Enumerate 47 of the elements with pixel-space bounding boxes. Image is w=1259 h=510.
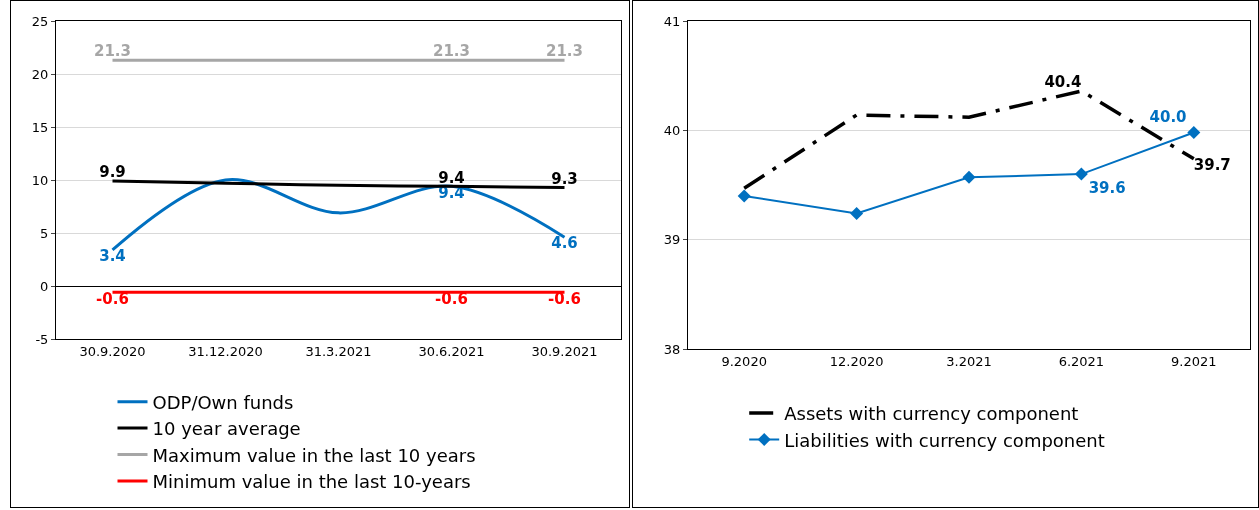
x-tick-label: 9.2021 xyxy=(1171,353,1217,369)
legend-label: Liabilities with currency component xyxy=(784,429,1105,451)
x-tick-label: 9.2020 xyxy=(721,353,767,369)
data-label: 21.3 xyxy=(432,42,471,61)
x-tick-label: 30.9.2020 xyxy=(79,343,146,359)
y-tick-label: 15 xyxy=(31,119,49,135)
data-label: 21.3 xyxy=(93,42,132,61)
data-label: -0.6 xyxy=(96,289,129,308)
data-label: 3.4 xyxy=(99,247,126,266)
x-tick-label: 6.2021 xyxy=(1058,353,1105,369)
y-tick-label: 39 xyxy=(663,232,681,248)
y-tick-label: 20 xyxy=(31,66,49,82)
data-label: -0.6 xyxy=(435,289,468,308)
y-tick-label: -5 xyxy=(35,331,49,347)
point xyxy=(850,206,864,220)
point xyxy=(1187,126,1201,140)
y-tick-label: 40 xyxy=(663,122,681,138)
data-label: 4.6 xyxy=(551,234,578,253)
legend-label: Minimum value in the last 10-years xyxy=(152,470,471,492)
legend-label: Assets with currency component xyxy=(784,403,1079,425)
x-tick-label: 30.9.2021 xyxy=(531,343,598,359)
point xyxy=(737,189,751,203)
y-tick-label: 41 xyxy=(663,13,681,29)
data-label: 9.3 xyxy=(551,169,578,188)
y-tick-label: 10 xyxy=(31,172,49,188)
data-label: 21.3 xyxy=(545,42,584,61)
legend-label: ODP/Own funds xyxy=(152,391,294,413)
data-label: 9.9 xyxy=(99,163,126,182)
x-tick-label: 12.2020 xyxy=(829,353,884,369)
y-tick-label: 5 xyxy=(40,225,49,241)
data-label: -0.6 xyxy=(548,289,581,308)
data-label: 40.4 xyxy=(1044,73,1082,92)
data-label: 9.4 xyxy=(438,168,465,187)
data-label: 39.6 xyxy=(1088,178,1126,197)
y-tick-label: 0 xyxy=(40,278,49,294)
y-tick-label: 38 xyxy=(663,341,681,357)
legend-label: 10 year average xyxy=(152,418,301,440)
legend-label: Maximum value in the last 10 years xyxy=(152,444,476,466)
x-tick-label: 31.12.2020 xyxy=(188,343,263,359)
x-tick-label: 31.3.2021 xyxy=(305,343,372,359)
y-tick-label: 25 xyxy=(31,13,49,29)
data-label: 39.7 xyxy=(1193,156,1231,175)
data-label: 40.0 xyxy=(1149,107,1187,126)
point xyxy=(1074,167,1088,181)
x-tick-label: 3.2021 xyxy=(946,353,992,369)
point xyxy=(962,170,976,184)
x-tick-label: 30.6.2021 xyxy=(418,343,485,359)
